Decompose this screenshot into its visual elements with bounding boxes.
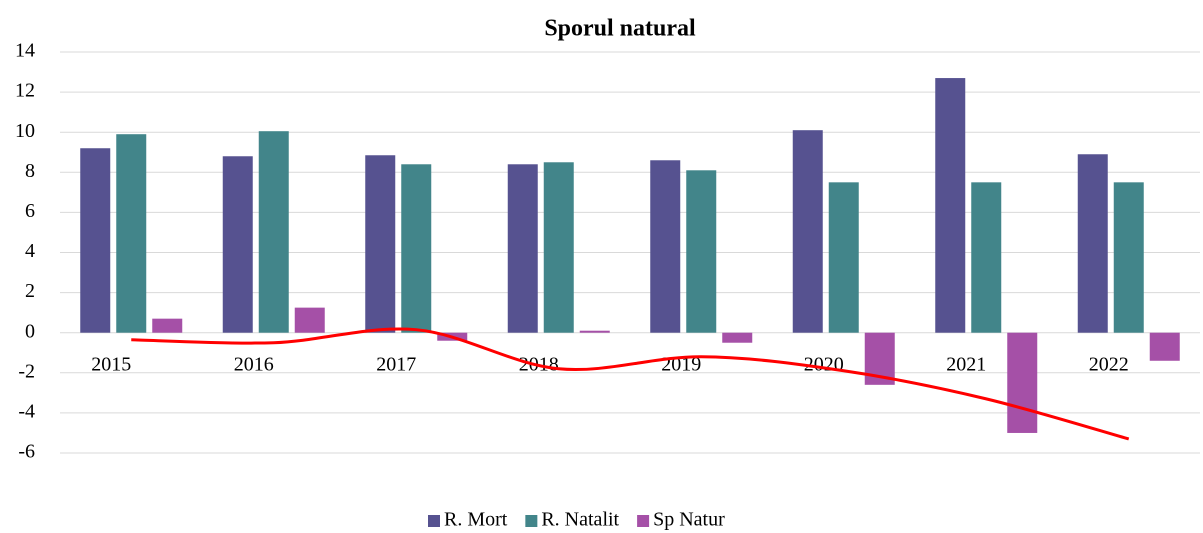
y-tick-label: 10 (15, 120, 35, 142)
bar (650, 160, 681, 333)
bar (935, 78, 966, 333)
bar (365, 155, 396, 333)
y-tick-label: 2 (25, 280, 35, 302)
legend-label: R. Natalit (541, 509, 619, 531)
bar (1007, 332, 1038, 433)
bar (80, 148, 111, 333)
x-tick-label: 2017 (376, 353, 416, 375)
bar (971, 182, 1002, 333)
x-tick-label: 2022 (1089, 353, 1129, 375)
legend-label: Sp Natur (653, 509, 725, 531)
bar (116, 134, 147, 333)
y-tick-label: -6 (18, 441, 35, 463)
y-tick-label: 6 (25, 200, 35, 222)
x-tick-label: 2020 (804, 353, 844, 375)
bar (152, 318, 183, 333)
y-tick-label: 12 (15, 80, 35, 102)
legend-swatch (428, 515, 440, 527)
bar (543, 162, 574, 333)
bar (686, 170, 717, 333)
legend-label: R. Mort (444, 509, 508, 531)
chart-title: Sporul natural (544, 16, 696, 42)
bar (401, 164, 432, 333)
bar (828, 182, 859, 333)
y-tick-label: -4 (18, 400, 35, 422)
bar (792, 130, 823, 333)
bar (294, 307, 325, 333)
legend-swatch (637, 515, 650, 527)
x-tick-label: 2016 (234, 353, 274, 375)
y-tick-label: 4 (25, 240, 35, 262)
y-tick-label: 0 (25, 320, 35, 342)
bar (1113, 182, 1144, 333)
bar (579, 330, 610, 333)
legend-swatch (525, 515, 538, 527)
bar (1077, 154, 1108, 333)
bar (1149, 332, 1180, 361)
trend-line (131, 327, 1130, 441)
x-tick-label: 2015 (91, 353, 131, 375)
y-tick-label: -2 (18, 360, 35, 382)
bar (507, 164, 538, 333)
y-tick-label: 8 (25, 160, 35, 182)
x-tick-label: 2021 (946, 353, 986, 375)
bar (222, 156, 253, 333)
bar (722, 332, 753, 343)
bar (258, 131, 289, 333)
y-tick-label: 14 (15, 40, 35, 62)
